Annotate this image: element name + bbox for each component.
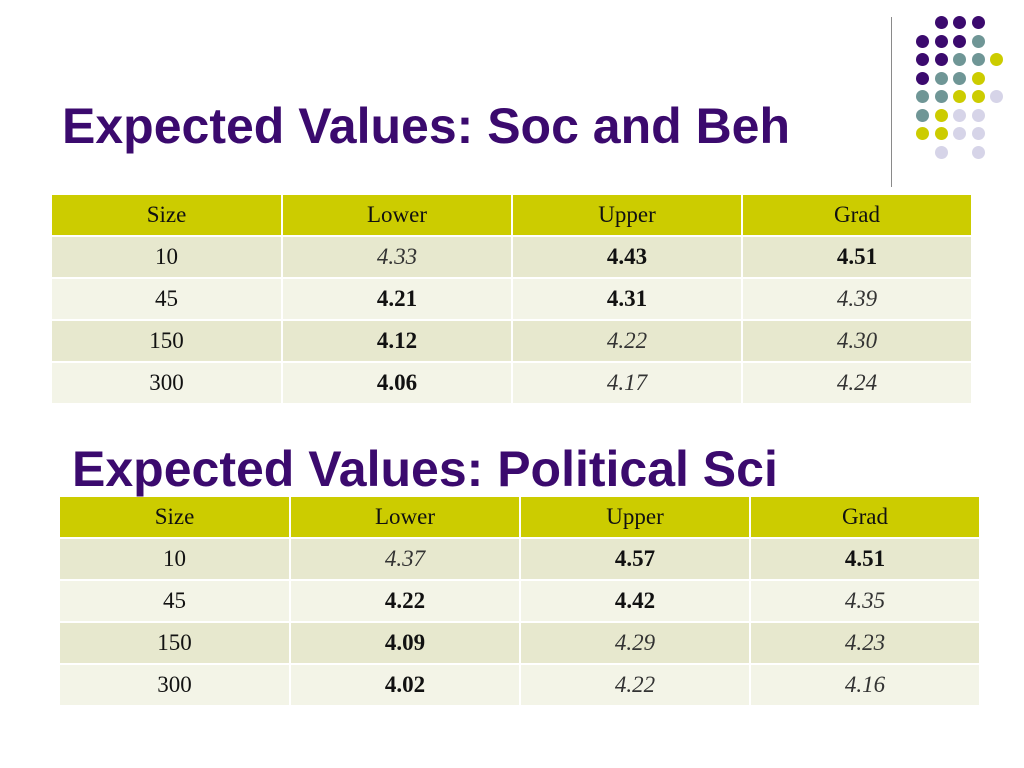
decorative-dot [971,90,985,103]
decorative-dot [953,90,966,103]
decorative-dot [953,16,966,29]
table-row: 150 4.09 4.29 4.23 [60,622,981,665]
cell-size: 150 [52,320,283,363]
decorative-dot [990,90,1003,103]
cell-upper: 4.22 [512,320,743,363]
decorative-dot [971,127,985,140]
decorative-dot [953,127,966,140]
cell-grad: 4.30 [742,320,973,363]
cell-lower: 4.33 [282,236,513,279]
decorative-dot [916,53,929,66]
decorative-dot [934,34,948,48]
table-row: 45 4.21 4.31 4.39 [52,278,973,321]
political-sci-table: Size Lower Upper Grad 10 4.37 4.57 4.51 … [60,497,981,707]
table-row: 45 4.22 4.42 4.35 [60,580,981,623]
table-row: 10 4.33 4.43 4.51 [52,236,973,279]
decorative-dot [953,34,966,48]
decorative-dot [916,71,929,85]
cell-lower: 4.21 [282,278,513,321]
slide-title-political-sci: Expected Values: Political Sci [72,441,778,497]
cell-size: 10 [52,236,283,279]
decorative-dot [934,53,948,66]
cell-size: 45 [60,580,291,623]
slide-title-soc-beh: Expected Values: Soc and Beh [62,98,791,154]
decorative-dot [934,145,948,159]
cell-upper: 4.42 [520,580,751,623]
table-row: 300 4.02 4.22 4.16 [60,664,981,707]
table-row: 10 4.37 4.57 4.51 [60,538,981,581]
table-row: 300 4.06 4.17 4.24 [52,362,973,405]
soc-beh-table: Size Lower Upper Grad 10 4.33 4.43 4.51 … [52,195,973,405]
header-grad: Grad [750,497,981,539]
decorative-dot [934,71,948,85]
cell-size: 45 [52,278,283,321]
decorative-dot [971,53,985,66]
cell-lower: 4.37 [290,538,521,581]
cell-size: 150 [60,622,291,665]
cell-size: 300 [60,664,291,707]
header-lower: Lower [282,195,513,237]
decorative-dot [971,16,985,29]
decorative-dot [971,108,985,122]
decorative-dot [934,108,948,122]
cell-lower: 4.22 [290,580,521,623]
decorative-dot [916,90,929,103]
cell-upper: 4.43 [512,236,743,279]
cell-lower: 4.06 [282,362,513,405]
table-header-row: Size Lower Upper Grad [60,497,981,539]
cell-size: 300 [52,362,283,405]
decorative-dot [990,53,1003,66]
cell-grad: 4.51 [742,236,973,279]
decorative-dot [953,71,966,85]
cell-grad: 4.23 [750,622,981,665]
cell-upper: 4.17 [512,362,743,405]
decorative-dot [953,108,966,122]
cell-grad: 4.35 [750,580,981,623]
header-grad: Grad [742,195,973,237]
header-upper: Upper [512,195,743,237]
header-upper: Upper [520,497,751,539]
cell-lower: 4.02 [290,664,521,707]
header-size: Size [60,497,291,539]
cell-upper: 4.29 [520,622,751,665]
divider-line [891,17,892,187]
decorative-dot [916,127,929,140]
cell-size: 10 [60,538,291,581]
table-row: 150 4.12 4.22 4.30 [52,320,973,363]
decorative-dot [934,127,948,140]
decorative-dot [971,145,985,159]
header-size: Size [52,195,283,237]
decorative-dot [934,16,948,29]
cell-grad: 4.39 [742,278,973,321]
decorative-dot [971,71,985,85]
cell-grad: 4.24 [742,362,973,405]
cell-upper: 4.31 [512,278,743,321]
decorative-dot [916,108,929,122]
table-header-row: Size Lower Upper Grad [52,195,973,237]
decorative-dot [953,53,966,66]
cell-lower: 4.12 [282,320,513,363]
decorative-dot [916,34,929,48]
cell-lower: 4.09 [290,622,521,665]
cell-upper: 4.57 [520,538,751,581]
decorative-dot [934,90,948,103]
decorative-dot [971,34,985,48]
header-lower: Lower [290,497,521,539]
cell-grad: 4.16 [750,664,981,707]
cell-upper: 4.22 [520,664,751,707]
cell-grad: 4.51 [750,538,981,581]
